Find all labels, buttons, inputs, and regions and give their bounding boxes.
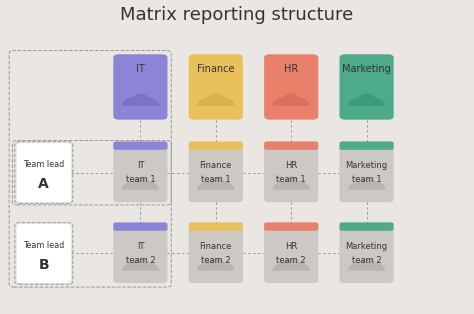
- FancyBboxPatch shape: [339, 224, 394, 283]
- FancyBboxPatch shape: [264, 224, 318, 283]
- Circle shape: [359, 259, 374, 268]
- FancyBboxPatch shape: [17, 224, 71, 283]
- FancyBboxPatch shape: [189, 143, 243, 202]
- FancyBboxPatch shape: [113, 141, 167, 150]
- Circle shape: [209, 259, 223, 268]
- Text: HR: HR: [285, 161, 297, 170]
- Polygon shape: [349, 97, 384, 105]
- FancyBboxPatch shape: [113, 224, 167, 283]
- FancyBboxPatch shape: [339, 222, 394, 231]
- FancyBboxPatch shape: [189, 224, 243, 283]
- Polygon shape: [273, 181, 309, 189]
- FancyBboxPatch shape: [264, 54, 318, 120]
- Polygon shape: [122, 262, 158, 270]
- FancyBboxPatch shape: [189, 141, 243, 150]
- Circle shape: [133, 94, 148, 104]
- Circle shape: [359, 94, 374, 104]
- Text: team 1: team 1: [352, 175, 382, 184]
- Text: Team lead: Team lead: [23, 241, 64, 250]
- FancyBboxPatch shape: [264, 222, 318, 231]
- Text: Matrix reporting structure: Matrix reporting structure: [120, 6, 354, 24]
- Circle shape: [284, 178, 299, 188]
- Text: team 2: team 2: [276, 256, 306, 265]
- Text: Finance: Finance: [197, 64, 235, 74]
- Circle shape: [133, 259, 148, 268]
- Text: HR: HR: [284, 64, 298, 74]
- Circle shape: [284, 94, 299, 104]
- FancyBboxPatch shape: [339, 54, 394, 120]
- FancyBboxPatch shape: [264, 141, 318, 150]
- Polygon shape: [122, 181, 158, 189]
- Text: team 1: team 1: [201, 175, 231, 184]
- Text: Marketing: Marketing: [346, 161, 388, 170]
- Text: IT: IT: [137, 161, 144, 170]
- Text: Finance: Finance: [200, 242, 232, 251]
- Polygon shape: [273, 97, 309, 105]
- Circle shape: [284, 259, 299, 268]
- Text: team 2: team 2: [352, 256, 382, 265]
- FancyBboxPatch shape: [17, 143, 71, 202]
- Text: team 2: team 2: [201, 256, 231, 265]
- Text: A: A: [38, 177, 49, 192]
- Text: team 2: team 2: [126, 256, 155, 265]
- FancyBboxPatch shape: [113, 222, 167, 231]
- Text: B: B: [38, 258, 49, 272]
- Circle shape: [209, 94, 223, 104]
- Text: team 1: team 1: [126, 175, 155, 184]
- Polygon shape: [122, 97, 158, 105]
- Circle shape: [133, 178, 148, 188]
- Polygon shape: [198, 181, 234, 189]
- FancyBboxPatch shape: [113, 143, 167, 202]
- FancyBboxPatch shape: [339, 141, 394, 150]
- FancyBboxPatch shape: [189, 54, 243, 120]
- FancyBboxPatch shape: [113, 54, 167, 120]
- Text: IT: IT: [137, 242, 144, 251]
- Text: Marketing: Marketing: [346, 242, 388, 251]
- Text: Team lead: Team lead: [23, 160, 64, 169]
- Text: team 1: team 1: [276, 175, 306, 184]
- Polygon shape: [349, 181, 384, 189]
- Polygon shape: [198, 97, 234, 105]
- Polygon shape: [273, 262, 309, 270]
- Text: HR: HR: [285, 242, 297, 251]
- Text: IT: IT: [136, 64, 145, 74]
- FancyBboxPatch shape: [264, 143, 318, 202]
- Circle shape: [359, 178, 374, 188]
- Polygon shape: [349, 262, 384, 270]
- FancyBboxPatch shape: [339, 143, 394, 202]
- Circle shape: [209, 178, 223, 188]
- Text: Marketing: Marketing: [342, 64, 391, 74]
- Polygon shape: [198, 262, 234, 270]
- Text: Finance: Finance: [200, 161, 232, 170]
- FancyBboxPatch shape: [189, 222, 243, 231]
